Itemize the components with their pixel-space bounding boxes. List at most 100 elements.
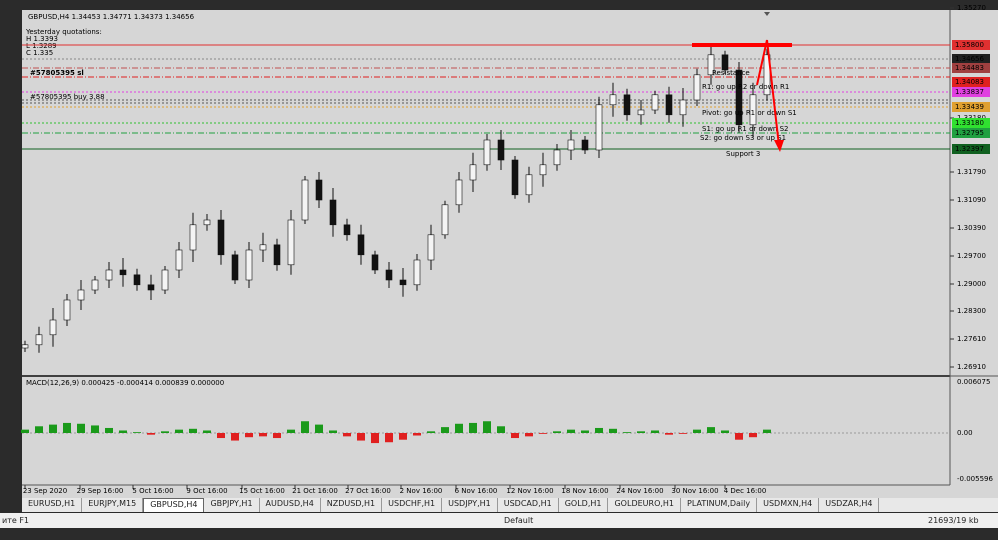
macd-bar — [525, 433, 533, 437]
time-label: 2 Nov 16:00 — [400, 487, 443, 495]
chart-tab[interactable]: USDMXN,H4 — [757, 498, 820, 512]
macd-bar — [315, 424, 323, 433]
tab-bar: EURUSD,H1 EURJPY,M15 GBPUSD,H4 GBPJPY,H1 AUD… — [22, 498, 998, 512]
candle — [77, 289, 85, 301]
price-box — [952, 87, 990, 97]
chart-tab[interactable]: AUDUSD,H4 — [260, 498, 321, 512]
level-note: R1: go up R2 or down R1 — [702, 83, 789, 91]
candle — [301, 179, 309, 221]
macd-bar — [539, 433, 547, 434]
macd-bar — [343, 433, 351, 437]
price-box-label: 1.35800 — [955, 41, 984, 49]
candle — [287, 219, 295, 266]
chart-tab[interactable]: GOLDEURO,H1 — [608, 498, 682, 512]
status-text: ите F1 — [2, 516, 30, 525]
chart-tab[interactable]: NZDUSD,H1 — [321, 498, 383, 512]
candle — [721, 54, 729, 71]
macd-bar — [203, 430, 211, 433]
macd-bar — [413, 433, 421, 436]
drawn-arrow — [766, 39, 780, 147]
macd-bar — [357, 433, 365, 441]
macd-bar — [595, 427, 603, 433]
yesterday-high: H 1.3393 — [26, 35, 58, 43]
price-label: 1.31790 — [957, 168, 986, 176]
candle — [735, 69, 743, 126]
macd-bar — [679, 433, 687, 434]
price-label: 1.27610 — [957, 335, 986, 343]
time-label: 23 Sep 2020 — [23, 487, 67, 495]
candle — [35, 334, 43, 346]
candle — [63, 299, 71, 321]
level-note: S2: go down S3 or up S1 — [700, 134, 786, 142]
chart-tab[interactable]: PLATINUM,Daily — [681, 498, 758, 512]
macd-bar — [273, 433, 281, 439]
candle — [413, 259, 421, 286]
chart-tab[interactable]: USDZAR,H4 — [819, 498, 880, 512]
candle — [399, 279, 407, 286]
macd-bar — [161, 431, 169, 433]
price-box-label: 1.33439 — [955, 103, 984, 111]
macd-axis-label: 0.006075 — [957, 378, 990, 386]
price-box — [952, 77, 990, 87]
price-box — [952, 102, 990, 112]
level-note: S1: go up R1 or down S2 — [702, 125, 788, 133]
level-note: Support 3 — [726, 150, 760, 158]
yesterday-close: C 1.335 — [26, 49, 53, 57]
price-label: 1.29000 — [957, 280, 986, 288]
chart-tab[interactable]: USDCAD,H1 — [498, 498, 559, 512]
macd-bar — [553, 431, 561, 433]
price-box-label: 1.34483 — [955, 64, 984, 72]
chart-tab[interactable]: GBPJPY,H1 — [204, 498, 260, 512]
macd-bar — [567, 429, 575, 433]
macd-bar — [441, 427, 449, 433]
chart-tab[interactable]: USDCHF,H1 — [382, 498, 443, 512]
price-label: 1.26910 — [957, 363, 986, 371]
time-label: 5 Oct 16:00 — [132, 487, 173, 495]
candle — [553, 149, 561, 166]
macd-bar — [665, 433, 673, 435]
chart-tab[interactable]: GBPUSD,H4 — [143, 498, 205, 512]
arrow-head — [774, 140, 784, 152]
candle — [231, 254, 239, 281]
macd-bar — [63, 422, 71, 433]
macd-label: MACD(12,26,9) 0.000425 -0.000414 0.00083… — [26, 379, 224, 387]
candle — [147, 284, 155, 291]
candle — [455, 179, 463, 206]
macd-bar — [427, 431, 435, 433]
macd-bar — [623, 432, 631, 433]
chart-tab[interactable]: GOLD,H1 — [559, 498, 609, 512]
candle — [469, 164, 477, 181]
order-label: #57805395 sl — [30, 69, 84, 77]
time-label: 29 Sep 16:00 — [77, 487, 124, 495]
candle — [357, 234, 365, 256]
chart-tab[interactable]: EURUSD,H1 — [22, 498, 83, 512]
macd-bar — [91, 425, 99, 433]
candle — [49, 319, 57, 336]
macd-bar — [693, 429, 701, 433]
status-bar: ите F1 Default 21693/19 kb — [0, 513, 998, 528]
candle — [329, 199, 337, 226]
macd-bar — [749, 433, 757, 438]
price-box-label: 1.34083 — [955, 78, 984, 86]
chart-tab[interactable]: USDJPY,H1 — [442, 498, 498, 512]
time-label: 24 Nov 16:00 — [616, 487, 663, 495]
candle — [119, 269, 127, 276]
drawn-bar — [692, 43, 792, 47]
shift-marker — [764, 12, 770, 16]
macd-bar — [511, 433, 519, 439]
chart-tab[interactable]: EURJPY,M15 — [82, 498, 144, 512]
candle — [525, 174, 533, 196]
candle — [679, 99, 687, 116]
time-label: 18 Nov 16:00 — [561, 487, 608, 495]
yesterday-low: L 1.3289 — [26, 42, 57, 50]
candle — [595, 104, 603, 151]
macd-bar — [469, 422, 477, 433]
candle — [497, 139, 505, 161]
candle — [161, 269, 169, 291]
price-box — [952, 63, 990, 73]
price-label: 1.29700 — [957, 252, 986, 260]
macd-bar — [651, 430, 659, 433]
macd-bar — [763, 429, 771, 433]
price-label: 1.28300 — [957, 307, 986, 315]
